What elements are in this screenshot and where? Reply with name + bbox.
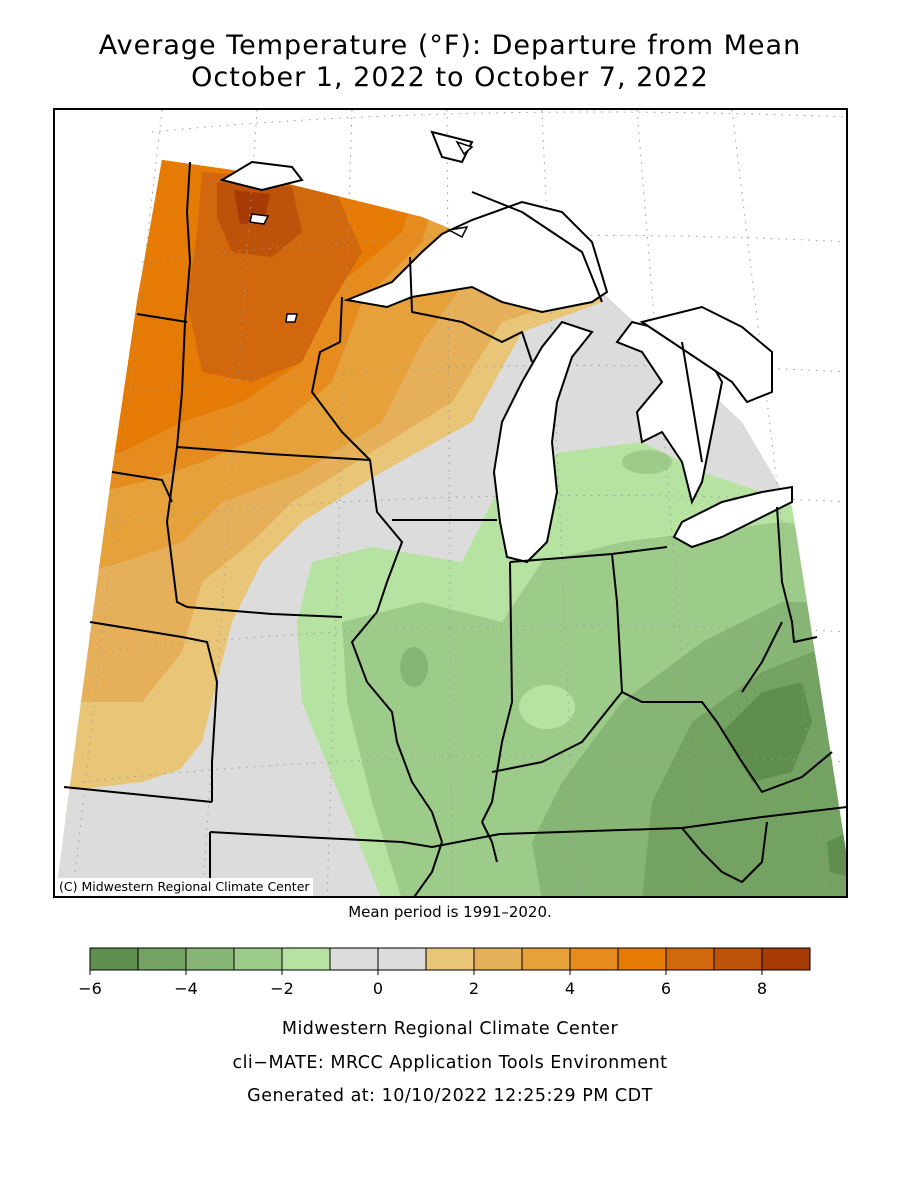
border-nd-sd bbox=[111, 471, 173, 503]
border-ky-tip bbox=[481, 821, 498, 863]
footer-org: Midwestern Regional Climate Center bbox=[281, 1019, 619, 1039]
border-ia-mo-north bbox=[186, 606, 343, 618]
mean-period-note: Mean period is 1991–2020. bbox=[348, 903, 552, 921]
georgian-bay bbox=[639, 305, 773, 404]
cool-spot-michigan bbox=[622, 450, 672, 474]
legend-swatch-0 bbox=[89, 947, 139, 971]
map-canvas bbox=[55, 110, 846, 896]
legend-swatch-11 bbox=[617, 947, 667, 971]
border-ks-ok-mo-ar bbox=[209, 831, 501, 848]
border-ne-ks bbox=[63, 786, 213, 803]
island-north bbox=[455, 140, 474, 156]
legend-tick-label-4: 2 bbox=[469, 979, 479, 998]
legend-swatch-2 bbox=[185, 947, 235, 971]
border-oh-pa bbox=[776, 506, 818, 643]
lake-michigan bbox=[492, 320, 594, 564]
island-mille-lacs bbox=[285, 313, 298, 323]
border-tn-nc bbox=[681, 821, 768, 883]
legend-tick-label-3: 0 bbox=[373, 979, 383, 998]
legend-swatch-3 bbox=[233, 947, 283, 971]
border-ky-wv bbox=[741, 751, 833, 793]
legend-swatch-9 bbox=[521, 947, 571, 971]
footer-tool: cli−MATE: MRCC Application Tools Environ… bbox=[232, 1053, 668, 1073]
legend-swatch-14 bbox=[761, 947, 811, 971]
legend-swatch-7 bbox=[425, 947, 475, 971]
color-scale-legend: −6 −4 −2 0 2 4 6 8 bbox=[78, 947, 811, 998]
border-in-ky bbox=[491, 691, 623, 773]
legend-swatch-5 bbox=[329, 947, 379, 971]
map-title: Average Temperature (°F): Departure from… bbox=[98, 30, 802, 61]
legend-tick-label-1: −4 bbox=[174, 979, 198, 998]
cool-spot-indiana bbox=[519, 685, 575, 729]
legend-swatch-1 bbox=[137, 947, 187, 971]
legend-tick-label-7: 8 bbox=[757, 979, 767, 998]
border-mn-ia-north bbox=[176, 446, 371, 461]
cool-spot-illinois bbox=[400, 647, 428, 687]
state-boundaries bbox=[63, 161, 846, 896]
border-ontario bbox=[471, 191, 603, 303]
near-normal-southwest bbox=[55, 602, 302, 896]
border-sd-ne bbox=[89, 621, 218, 802]
legend-tick-label-0: −6 bbox=[78, 979, 102, 998]
border-mn-nd bbox=[176, 161, 191, 448]
border-mn-wi bbox=[311, 296, 403, 613]
border-il-in bbox=[481, 561, 513, 823]
island-royale bbox=[446, 226, 469, 239]
border-sd-mn bbox=[166, 446, 188, 608]
border-in-oh bbox=[611, 553, 743, 763]
cool-zone-5-6-south bbox=[827, 832, 846, 877]
legend-swatch-12 bbox=[665, 947, 715, 971]
footer-generated: Generated at: 10/10/2022 12:25:29 PM CDT bbox=[247, 1086, 653, 1106]
border-mi-ontario bbox=[681, 341, 703, 463]
temperature-departure-map bbox=[53, 108, 848, 898]
legend-swatch-4 bbox=[281, 947, 331, 971]
border-ar-tn bbox=[413, 841, 443, 896]
islands bbox=[249, 140, 474, 323]
border-oh-wv bbox=[741, 621, 783, 693]
map-date-range: October 1, 2022 to October 7, 2022 bbox=[191, 62, 709, 93]
island-red-lake bbox=[249, 213, 270, 225]
legend-tick-label-5: 4 bbox=[565, 979, 575, 998]
border-wi-up bbox=[409, 256, 533, 363]
cool-zone-5-6 bbox=[722, 682, 812, 782]
legend-swatch-8 bbox=[473, 947, 523, 971]
lake-nipigon bbox=[430, 130, 474, 164]
great-lakes bbox=[219, 130, 793, 564]
copyright-label: (C) Midwestern Regional Climate Center bbox=[55, 878, 313, 896]
legend-tick-label-2: −2 bbox=[270, 979, 294, 998]
lake-of-the-woods bbox=[219, 160, 304, 192]
legend-swatch-6 bbox=[377, 947, 427, 971]
legend-tick-label-6: 6 bbox=[661, 979, 671, 998]
border-mo-il bbox=[351, 611, 443, 843]
legend-swatch-13 bbox=[713, 947, 763, 971]
border-nd-west bbox=[136, 313, 188, 323]
legend-swatch-10 bbox=[569, 947, 619, 971]
